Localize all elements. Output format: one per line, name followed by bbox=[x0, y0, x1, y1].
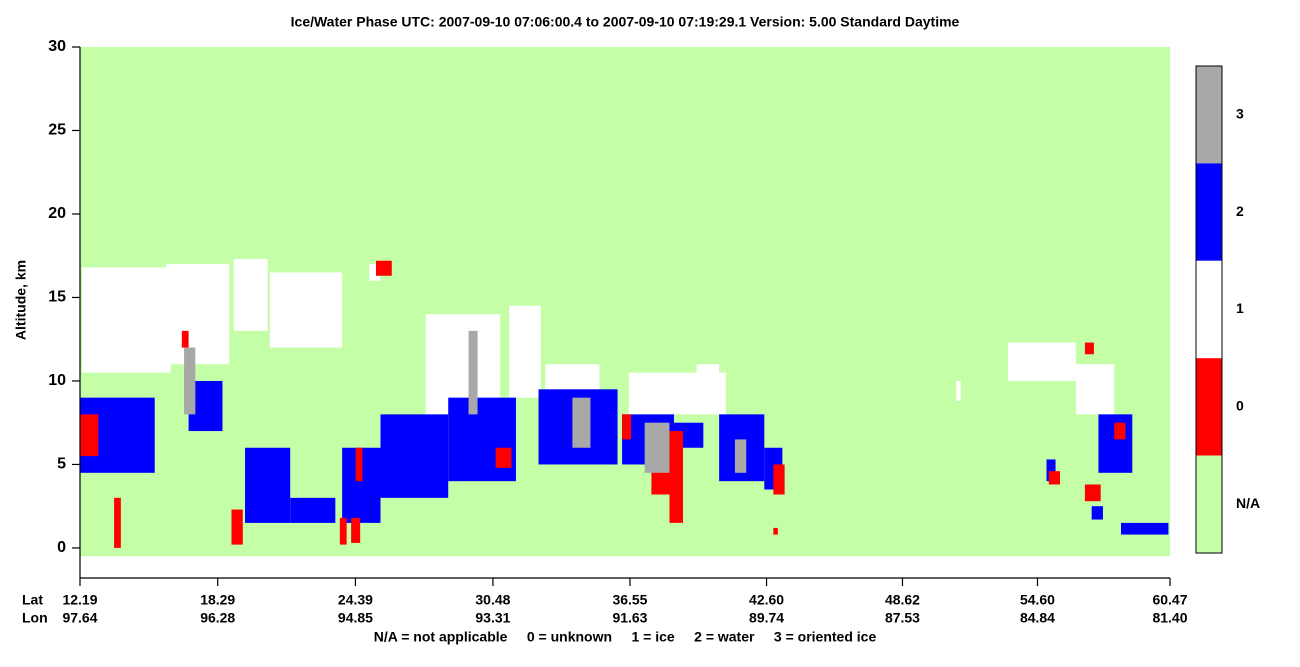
phase-patch bbox=[1075, 364, 1115, 415]
phase-patch bbox=[355, 447, 363, 482]
phase-patch bbox=[622, 414, 632, 440]
phase-patch bbox=[166, 264, 230, 365]
x-tick-label: 48.62 bbox=[885, 592, 920, 608]
x-tick-label: 12.19 bbox=[62, 592, 97, 608]
y-tick-label: 15 bbox=[48, 289, 66, 306]
phase-patch bbox=[290, 497, 336, 523]
phase-patch bbox=[369, 264, 381, 281]
phase-patch bbox=[956, 380, 961, 401]
y-tick-label: 5 bbox=[57, 456, 66, 473]
phase-patch bbox=[184, 347, 196, 415]
colorbar-swatch bbox=[1196, 66, 1222, 164]
colorbar-label: 3 bbox=[1236, 105, 1244, 121]
chart-title: Ice/Water Phase UTC: 2007-09-10 07:06:00… bbox=[291, 14, 960, 30]
phase-patch bbox=[509, 305, 541, 398]
phase-patch bbox=[696, 364, 720, 381]
phase-patch bbox=[734, 439, 747, 473]
y-tick-label: 10 bbox=[48, 372, 66, 389]
x-tick-label: 18.29 bbox=[200, 592, 235, 608]
row-label: Lat bbox=[22, 592, 43, 608]
phase-patch bbox=[181, 330, 189, 348]
phase-patch bbox=[773, 464, 785, 495]
phase-patch bbox=[1048, 471, 1061, 485]
x-tick-label: 60.47 bbox=[1152, 592, 1187, 608]
phase-patch bbox=[231, 509, 243, 545]
phase-patch bbox=[669, 431, 684, 523]
x-tick-label: 24.39 bbox=[338, 592, 373, 608]
phase-patch bbox=[245, 447, 291, 523]
phase-patch bbox=[375, 260, 392, 276]
colorbar-swatch bbox=[1196, 358, 1222, 456]
x-tick-label: 42.60 bbox=[749, 592, 784, 608]
lon-label: 81.40 bbox=[1152, 610, 1187, 626]
phase-patch bbox=[468, 330, 478, 415]
x-tick-label: 54.60 bbox=[1020, 592, 1055, 608]
phase-patch bbox=[1084, 342, 1094, 355]
phase-patch bbox=[644, 422, 670, 473]
phase-patch bbox=[1046, 459, 1056, 482]
lon-label: 96.28 bbox=[200, 610, 235, 626]
row-label: Lon bbox=[22, 610, 48, 626]
phase-patch bbox=[1008, 342, 1076, 381]
x-tick-label: 30.48 bbox=[475, 592, 510, 608]
lon-label: 93.31 bbox=[475, 610, 510, 626]
lon-label: 94.85 bbox=[338, 610, 373, 626]
y-tick-label: 20 bbox=[48, 205, 66, 222]
lon-label: 89.74 bbox=[749, 610, 784, 626]
y-tick-label: 30 bbox=[48, 38, 66, 55]
phase-patch bbox=[495, 447, 512, 468]
y-tick-label: 25 bbox=[48, 122, 66, 139]
phase-patch bbox=[1091, 506, 1103, 520]
colorbar-frame bbox=[1195, 65, 1223, 554]
phase-patch bbox=[773, 527, 778, 535]
colorbar-swatch bbox=[1196, 163, 1222, 261]
phase-patch bbox=[1121, 522, 1169, 535]
phase-patch bbox=[269, 272, 343, 348]
y-tick-label: 0 bbox=[57, 539, 66, 556]
phase-patch bbox=[233, 259, 268, 331]
lon-label: 97.64 bbox=[62, 610, 97, 626]
phase-patch bbox=[1114, 422, 1126, 440]
lon-label: 84.84 bbox=[1020, 610, 1055, 626]
phase-patch bbox=[114, 497, 121, 548]
footnote: N/A = not applicable 0 = unknown 1 = ice… bbox=[374, 629, 877, 645]
phase-patch bbox=[448, 397, 516, 482]
phase-patch bbox=[80, 414, 99, 457]
x-tick-label: 36.55 bbox=[612, 592, 647, 608]
colorbar-label: 1 bbox=[1236, 300, 1244, 316]
phase-patch bbox=[572, 397, 591, 448]
phase-patch bbox=[1084, 484, 1101, 502]
lon-label: 91.63 bbox=[612, 610, 647, 626]
colorbar-label: 2 bbox=[1236, 203, 1244, 219]
phase-patch bbox=[351, 517, 361, 543]
colorbar-label: 0 bbox=[1236, 398, 1244, 414]
phase-patch bbox=[380, 414, 449, 498]
phase-patch bbox=[82, 267, 171, 373]
colorbar-swatch bbox=[1196, 260, 1222, 359]
colorbar-swatch bbox=[1196, 455, 1222, 553]
colorbar-label: N/A bbox=[1236, 495, 1260, 511]
lon-label: 87.53 bbox=[885, 610, 920, 626]
phase-patch bbox=[339, 517, 347, 545]
y-axis-label: Altitude, km bbox=[13, 260, 29, 340]
